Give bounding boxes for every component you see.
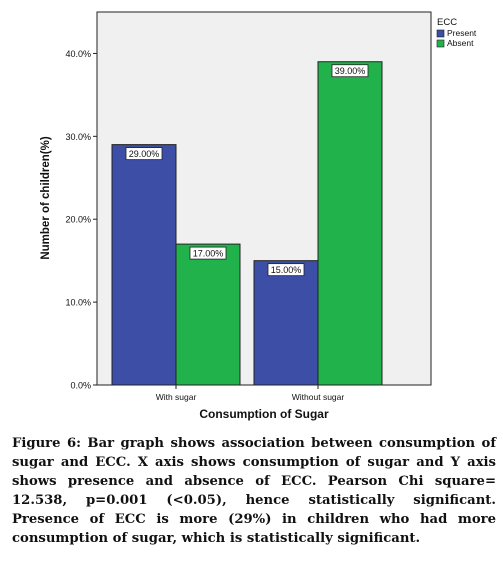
data-label-box xyxy=(267,263,305,277)
legend-swatch-present xyxy=(436,29,445,38)
y-tick-label: 20.0% xyxy=(65,215,91,225)
legend-label-present: Present xyxy=(447,28,477,38)
y-tick-label: 30.0% xyxy=(65,132,91,142)
x-tick-label: With sugar xyxy=(156,392,197,402)
bar-present-1 xyxy=(253,260,319,386)
legend-label-absent: Absent xyxy=(447,38,474,48)
bar-chart: 29.00% 17.00% 15.00% 39.00% 0.0% 10.0% 20.0% 3… xyxy=(40,11,477,421)
x-tick-label: Without sugar xyxy=(292,392,345,402)
data-label: 39.00% xyxy=(335,66,366,76)
y-tick-label: 10.0% xyxy=(65,298,91,308)
legend-title: ECC xyxy=(437,17,457,28)
y-axis: 0.0% 10.0% 20.0% 30.0% 40.0% xyxy=(65,49,97,391)
x-axis-label: Consumption of Sugar xyxy=(199,407,329,421)
bar-absent-1 xyxy=(317,61,383,386)
data-label: 29.00% xyxy=(129,149,160,159)
y-tick-label: 40.0% xyxy=(65,49,91,59)
data-label-box xyxy=(125,147,163,161)
bar-labels: 29.00% 17.00% 15.00% 39.00% xyxy=(125,64,369,277)
data-label: 15.00% xyxy=(271,265,302,275)
legend-swatch-absent xyxy=(436,39,445,48)
bars xyxy=(111,61,383,386)
x-axis: With sugar Without sugar xyxy=(156,385,345,402)
data-label: 17.00% xyxy=(193,249,224,259)
data-label-box xyxy=(331,64,369,78)
bar-present-0 xyxy=(111,144,177,386)
y-axis-label: Number of children(%) xyxy=(40,136,52,259)
figure-caption: Figure 6: Bar graph shows association be… xyxy=(12,436,496,546)
data-label-box xyxy=(189,246,227,260)
bar-absent-0 xyxy=(175,243,241,386)
y-tick-label: 0.0% xyxy=(70,381,91,391)
